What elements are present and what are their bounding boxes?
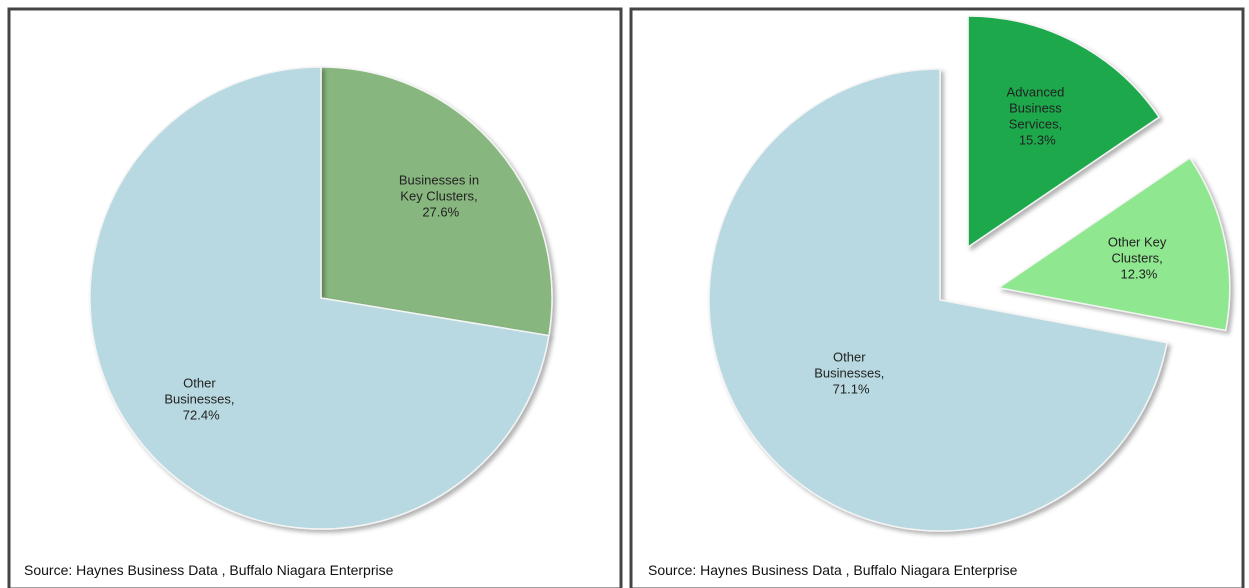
data-label: Other Key Clusters, 12.3% — [1108, 235, 1170, 282]
label-line: 27.6% — [422, 204, 459, 219]
label-line: 15.3% — [1019, 132, 1056, 147]
label-line: Business — [1009, 100, 1065, 115]
label-line: Other Key — [1108, 235, 1170, 250]
label-line: Clusters, — [1111, 251, 1166, 266]
label-line: Other — [183, 376, 219, 391]
source-note: Source: Haynes Business Data , Buffalo N… — [648, 562, 1018, 578]
label-line: 12.3% — [1121, 267, 1158, 282]
data-label: Businesses in Key Clusters, 27.6% — [399, 172, 483, 219]
label-line: Businesses, — [814, 366, 888, 381]
data-label: Advanced Business Services, 15.3% — [1007, 84, 1068, 147]
data-label: Other Businesses, 71.1% — [814, 350, 888, 397]
pie-slice — [708, 68, 1168, 532]
data-label: Other Businesses, 72.4% — [164, 376, 238, 423]
pie-slice — [320, 66, 553, 337]
label-line: Businesses in — [399, 172, 483, 187]
label-line: Businesses, — [164, 392, 238, 407]
pie-slice — [996, 156, 1231, 332]
source-note: Source: Haynes Business Data , Buffalo N… — [24, 562, 394, 578]
pie-slice — [967, 15, 1161, 249]
label-line: 72.4% — [183, 408, 220, 423]
label-line: Key Clusters, — [400, 188, 481, 203]
label-line: Services, — [1009, 116, 1066, 131]
pie-slice — [89, 66, 550, 530]
label-line: Other — [833, 350, 869, 365]
label-line: 71.1% — [833, 382, 870, 397]
label-line: Advanced — [1007, 84, 1068, 99]
